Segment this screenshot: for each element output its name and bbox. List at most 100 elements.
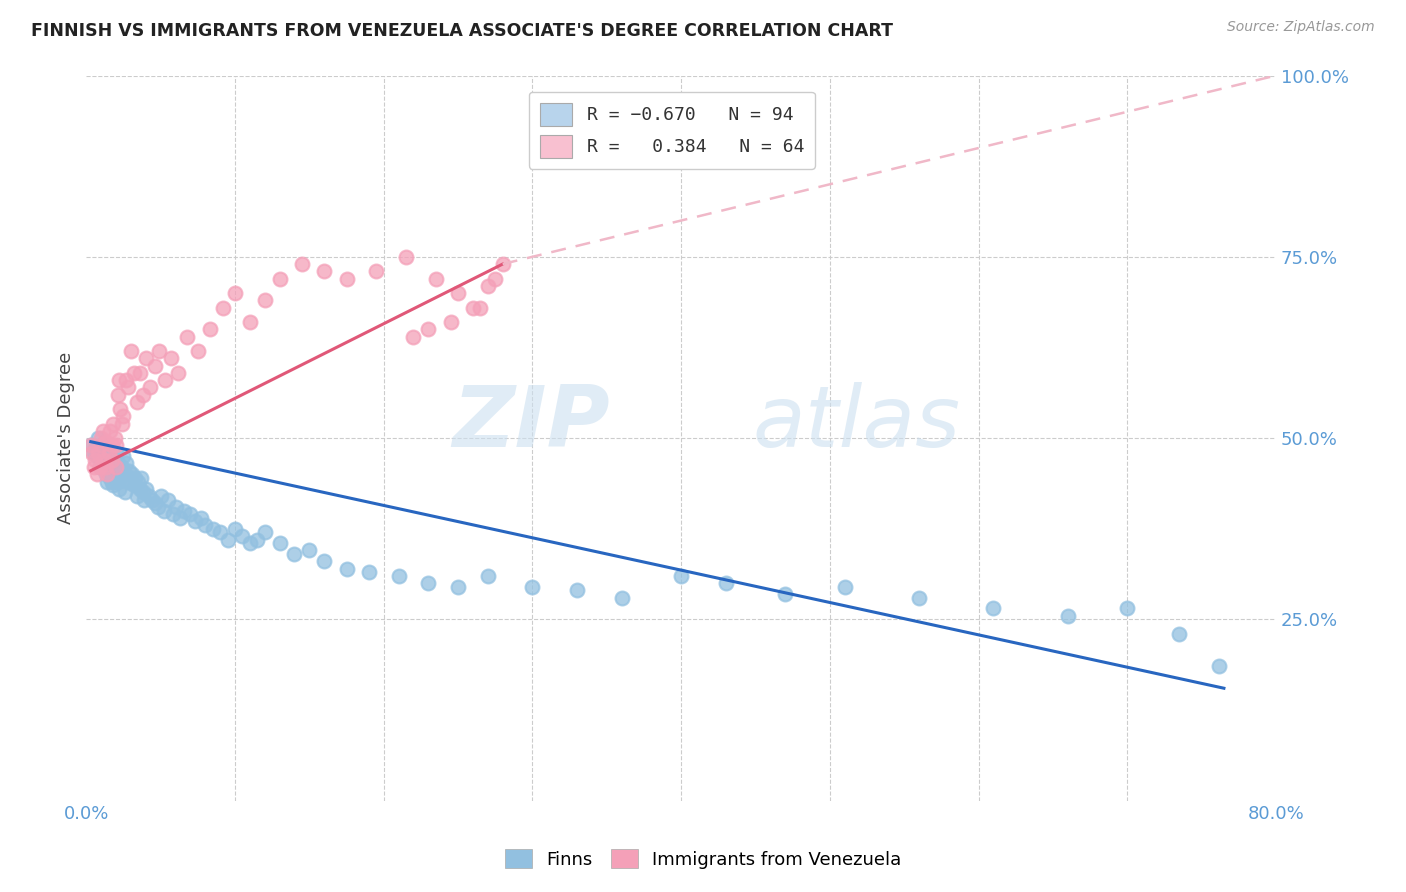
Y-axis label: Associate's Degree: Associate's Degree bbox=[58, 352, 75, 524]
Point bbox=[100, 452, 122, 467]
Point bbox=[1056, 608, 1078, 623]
Point bbox=[395, 250, 418, 264]
Point bbox=[366, 264, 388, 278]
Point bbox=[96, 475, 118, 489]
Point bbox=[90, 452, 112, 467]
Point bbox=[114, 467, 136, 482]
Point bbox=[101, 464, 124, 478]
Point bbox=[100, 438, 122, 452]
Point bbox=[461, 301, 484, 315]
Point bbox=[111, 460, 134, 475]
Point bbox=[1168, 627, 1191, 641]
Point bbox=[143, 359, 166, 373]
Point bbox=[834, 580, 856, 594]
Point bbox=[91, 445, 114, 459]
Point bbox=[98, 471, 121, 485]
Legend: Finns, Immigrants from Venezuela: Finns, Immigrants from Venezuela bbox=[498, 842, 908, 876]
Point bbox=[146, 500, 169, 514]
Point bbox=[153, 373, 176, 387]
Point bbox=[291, 257, 314, 271]
Point bbox=[96, 460, 118, 475]
Text: FINNISH VS IMMIGRANTS FROM VENEZUELA ASSOCIATE'S DEGREE CORRELATION CHART: FINNISH VS IMMIGRANTS FROM VENEZUELA ASS… bbox=[31, 22, 893, 40]
Point bbox=[121, 467, 143, 482]
Point bbox=[96, 467, 118, 482]
Point bbox=[94, 467, 117, 482]
Point bbox=[117, 380, 139, 394]
Point bbox=[714, 576, 737, 591]
Point bbox=[1208, 659, 1230, 673]
Point bbox=[239, 315, 262, 329]
Point bbox=[209, 525, 232, 540]
Point bbox=[224, 522, 246, 536]
Point bbox=[165, 500, 187, 514]
Point bbox=[908, 591, 931, 605]
Point bbox=[107, 475, 129, 489]
Point bbox=[179, 507, 201, 521]
Point bbox=[138, 489, 160, 503]
Point bbox=[114, 485, 136, 500]
Point bbox=[157, 492, 180, 507]
Point bbox=[83, 460, 105, 475]
Point bbox=[93, 452, 115, 467]
Point bbox=[201, 522, 224, 536]
Point bbox=[107, 457, 129, 471]
Point bbox=[128, 366, 150, 380]
Point bbox=[91, 424, 114, 438]
Point bbox=[125, 489, 148, 503]
Point bbox=[82, 445, 104, 459]
Point bbox=[101, 478, 124, 492]
Point bbox=[84, 442, 107, 456]
Point bbox=[440, 315, 463, 329]
Point bbox=[477, 278, 499, 293]
Point bbox=[100, 475, 122, 489]
Point bbox=[80, 438, 103, 452]
Point bbox=[610, 591, 633, 605]
Point bbox=[108, 464, 131, 478]
Point bbox=[169, 511, 191, 525]
Point bbox=[565, 583, 588, 598]
Point bbox=[103, 467, 125, 482]
Point bbox=[492, 257, 515, 271]
Point bbox=[194, 518, 217, 533]
Point bbox=[108, 373, 131, 387]
Point bbox=[87, 445, 110, 459]
Point bbox=[122, 366, 145, 380]
Point bbox=[98, 454, 121, 468]
Point bbox=[198, 322, 221, 336]
Point bbox=[90, 431, 112, 445]
Point bbox=[105, 438, 128, 452]
Point bbox=[148, 344, 170, 359]
Point bbox=[132, 387, 155, 401]
Text: ZIP: ZIP bbox=[453, 382, 610, 465]
Point bbox=[141, 492, 163, 507]
Point bbox=[125, 394, 148, 409]
Point bbox=[477, 569, 499, 583]
Point bbox=[97, 449, 120, 463]
Point bbox=[160, 351, 183, 366]
Point bbox=[120, 475, 142, 489]
Point bbox=[115, 457, 138, 471]
Point bbox=[418, 322, 440, 336]
Point bbox=[217, 533, 239, 547]
Point bbox=[387, 569, 409, 583]
Point bbox=[131, 471, 153, 485]
Point bbox=[110, 471, 132, 485]
Point bbox=[93, 457, 115, 471]
Text: Source: ZipAtlas.com: Source: ZipAtlas.com bbox=[1227, 20, 1375, 34]
Point bbox=[246, 533, 269, 547]
Point bbox=[97, 464, 120, 478]
Point bbox=[335, 561, 357, 575]
Point bbox=[447, 286, 470, 301]
Point bbox=[127, 475, 149, 489]
Point bbox=[135, 482, 157, 496]
Point bbox=[115, 373, 138, 387]
Point bbox=[117, 475, 139, 489]
Point bbox=[112, 409, 135, 424]
Point bbox=[669, 569, 692, 583]
Point bbox=[425, 271, 447, 285]
Point bbox=[335, 271, 357, 285]
Legend: R = −0.670   N = 94, R =   0.384   N = 64: R = −0.670 N = 94, R = 0.384 N = 64 bbox=[529, 92, 815, 169]
Point bbox=[94, 434, 117, 449]
Point bbox=[94, 449, 117, 463]
Point bbox=[122, 478, 145, 492]
